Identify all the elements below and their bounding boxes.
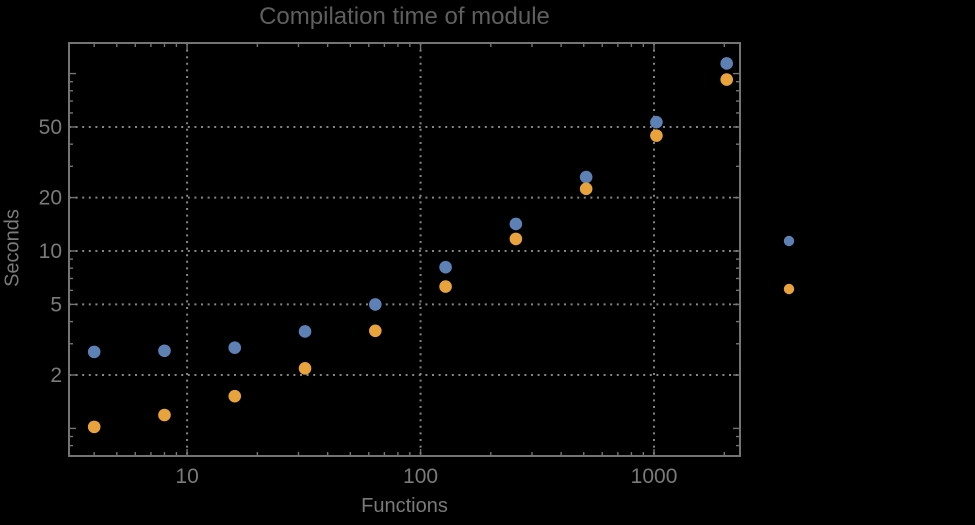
data-point-series-blue — [87, 345, 101, 359]
data-point-series-blue — [720, 57, 734, 70]
data-point-series-blue — [369, 298, 382, 311]
data-point-series-blue — [439, 260, 452, 274]
data-point-series-blue — [579, 170, 593, 184]
y-tick-label: 5 — [50, 293, 62, 316]
legend-marker-orange — [783, 283, 795, 295]
data-point-series-orange — [158, 408, 171, 422]
x-tick-label: 10 — [175, 465, 198, 488]
data-point-series-orange — [87, 420, 101, 434]
data-point-series-blue — [228, 341, 242, 355]
y-tick-label: 50 — [39, 116, 62, 139]
plot-frame — [68, 42, 741, 457]
legend-marker-blue — [783, 235, 795, 247]
x-axis-label: Functions — [361, 495, 448, 517]
data-point-series-blue — [650, 115, 663, 129]
data-point-series-blue — [509, 217, 523, 231]
y-tick-label: 2 — [50, 364, 62, 387]
x-tick-label: 1000 — [631, 465, 678, 488]
data-point-series-orange — [228, 389, 242, 403]
data-point-series-blue — [158, 344, 171, 358]
data-point-series-orange — [298, 362, 312, 375]
y-tick-label: 10 — [39, 240, 62, 263]
data-point-series-orange — [439, 280, 452, 293]
chart-title: Compilation time of module — [259, 3, 550, 30]
data-point-series-orange — [720, 73, 734, 86]
data-point-series-blue — [298, 325, 312, 338]
y-tick-label: 20 — [39, 187, 62, 210]
data-point-series-orange — [369, 324, 382, 338]
y-axis-label: Seconds — [1, 209, 24, 287]
x-tick-label: 100 — [403, 465, 438, 488]
data-point-series-orange — [509, 232, 523, 246]
data-point-series-orange — [579, 182, 593, 196]
data-point-series-orange — [650, 129, 663, 142]
